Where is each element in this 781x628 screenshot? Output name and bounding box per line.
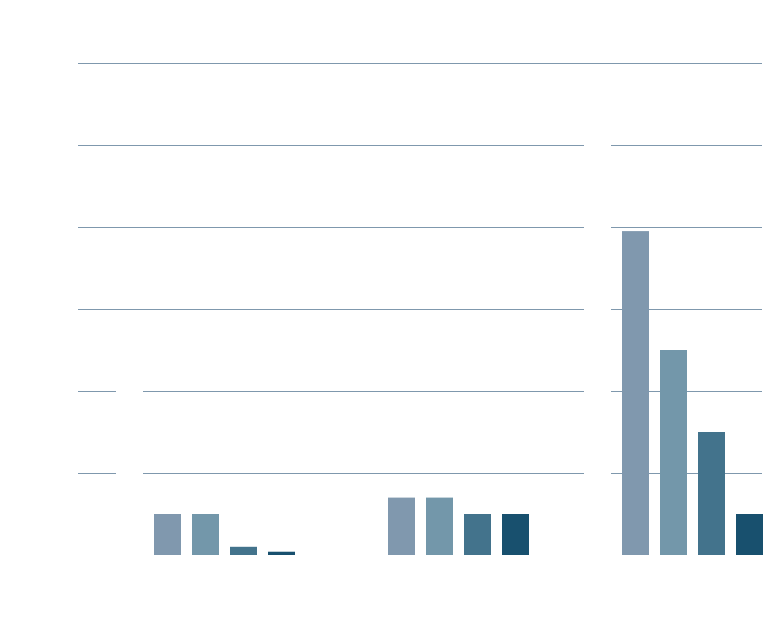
bar-group-1-series-1: [154, 514, 181, 555]
gridlines: [78, 63, 762, 474]
bar-group-1-series-4: [268, 551, 295, 555]
bar-group-2-series-3: [464, 514, 491, 555]
bar-group-3-series-3: [698, 432, 725, 555]
bar-group-3-series-2: [660, 350, 687, 555]
bar-group-2-series-1: [388, 497, 415, 555]
bar-group-1-series-3: [230, 546, 257, 555]
bar-group-3-series-4: [736, 514, 763, 555]
bar-group-2-series-4: [502, 514, 529, 555]
bar-group-3-series-1: [622, 231, 649, 555]
bar-group-1-series-2: [192, 514, 219, 555]
bar-group-2-series-2: [426, 497, 453, 555]
bars: [154, 231, 763, 555]
